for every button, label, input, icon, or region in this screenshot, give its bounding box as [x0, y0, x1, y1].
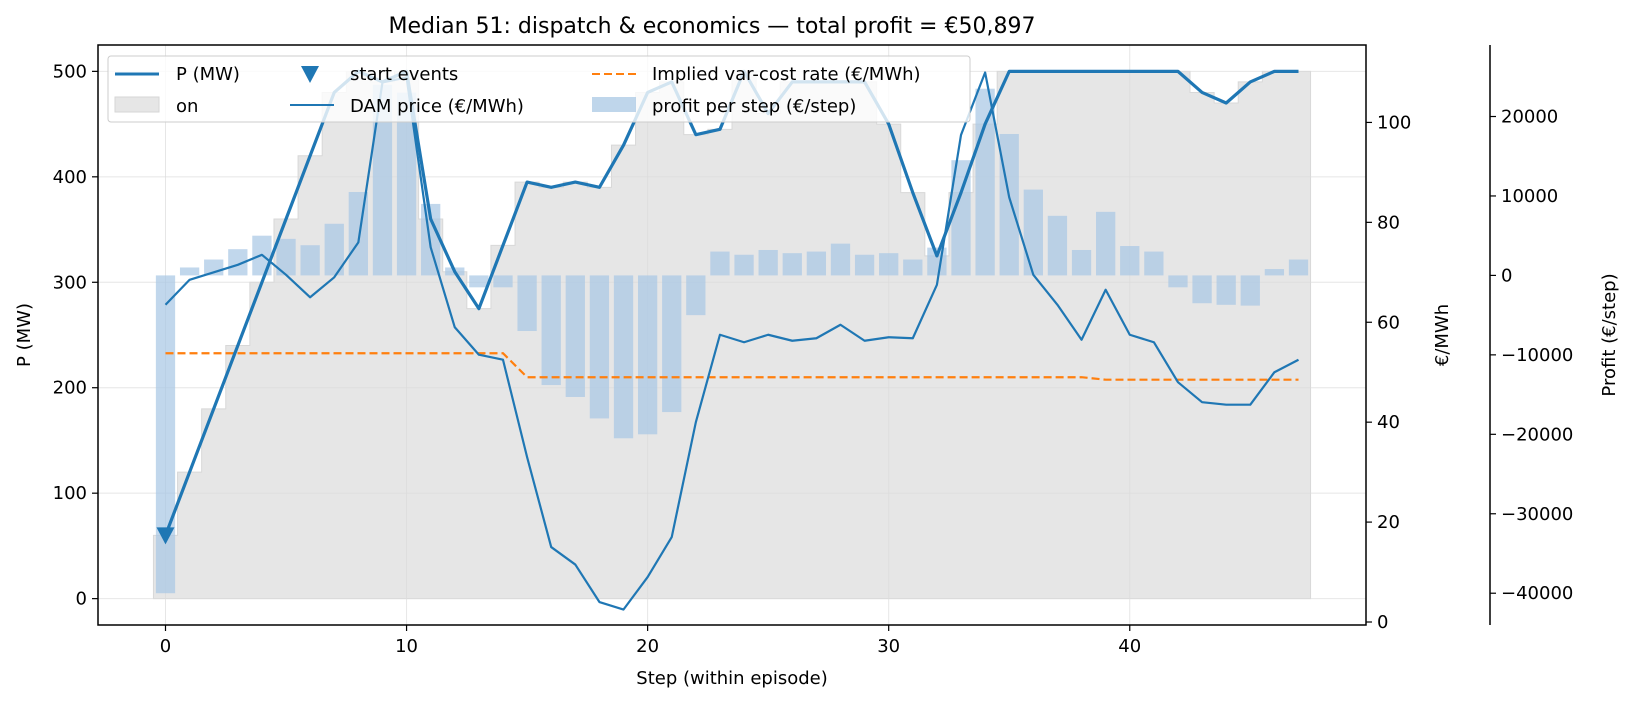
- power-tick-label: 400: [53, 167, 87, 188]
- profit-bar: [155, 275, 176, 594]
- profit-tick-label: −10000: [1501, 345, 1573, 366]
- x-axis-ticks: 0 10 20 30 40: [160, 625, 1141, 657]
- profit-bar: [734, 254, 754, 276]
- profit-bar: [806, 251, 827, 276]
- on-shading: [152, 70, 1312, 600]
- legend-start-swatch: [301, 66, 319, 83]
- dam-price-line: [164, 71, 1300, 611]
- start-event-marker: [156, 527, 175, 545]
- profit-bar: [1047, 215, 1068, 276]
- price-tick-label: 20: [1377, 512, 1400, 533]
- profit-tick-label: −20000: [1501, 424, 1573, 445]
- legend-power-label: P (MW): [176, 64, 240, 85]
- profit-bar: [396, 92, 417, 276]
- profit-bar: [854, 254, 875, 276]
- legend-start-label: start events: [350, 64, 458, 85]
- profit-bar: [1071, 249, 1092, 276]
- profit-bar: [1192, 275, 1212, 304]
- profit-bar: [782, 253, 802, 276]
- profit-bar: [300, 245, 320, 276]
- profit-bar: [637, 275, 658, 435]
- power-axis-ticks: 0 100 200 300 400 500: [53, 61, 98, 610]
- power-tick-label: 100: [53, 483, 87, 504]
- profit-bar: [589, 275, 610, 419]
- profit-bar: [613, 275, 634, 439]
- profit-bar: [686, 275, 706, 316]
- power-axis-label: P (MW): [14, 303, 35, 367]
- price-tick-label: 60: [1377, 312, 1400, 333]
- profit-bar: [758, 249, 778, 276]
- profit-bar: [1023, 189, 1043, 276]
- profit-bar: [493, 275, 513, 288]
- profit-tick-label: −30000: [1501, 504, 1573, 525]
- price-tick-label: 80: [1377, 212, 1400, 233]
- profit-bar: [903, 259, 923, 276]
- power-tick-label: 500: [53, 61, 87, 82]
- price-tick-label: 40: [1377, 412, 1400, 433]
- power-tick-label: 300: [53, 272, 87, 293]
- profit-bar: [1216, 275, 1236, 305]
- price-tick-label: 100: [1377, 112, 1411, 133]
- varcost-line: [165, 352, 1299, 381]
- x-tick-label: 0: [160, 636, 171, 657]
- profit-tick-label: 0: [1501, 265, 1512, 286]
- profit-bar: [276, 238, 296, 276]
- profit-bar: [1120, 246, 1140, 276]
- profit-bar: [517, 275, 537, 332]
- x-tick-label: 10: [395, 636, 418, 657]
- price-axis-label: €/MWh: [1432, 304, 1453, 366]
- profit-bar: [469, 275, 489, 288]
- x-tick-label: 20: [636, 636, 659, 657]
- profit-bar: [179, 267, 200, 276]
- legend: P (MW) on start events DAM price (€/MWh)…: [107, 55, 971, 123]
- profit-bar: [879, 253, 899, 276]
- x-axis-label: Step (within episode): [636, 668, 827, 689]
- price-tick-label: 0: [1377, 612, 1388, 633]
- chart-title: Median 51: dispatch & economics — total …: [389, 14, 1036, 39]
- profit-bar: [1096, 211, 1116, 276]
- profit-bar: [951, 160, 971, 276]
- profit-bar: [975, 88, 995, 276]
- legend-price-label: DAM price (€/MWh): [350, 96, 524, 117]
- profit-bar: [830, 243, 851, 276]
- plot-frame: [97, 44, 1367, 626]
- legend-on-label: on: [176, 96, 198, 117]
- x-tick-label: 40: [1118, 636, 1141, 657]
- on-area: [152, 70, 1312, 600]
- profit-bar: [1288, 259, 1309, 276]
- profit-bar: [999, 133, 1019, 276]
- profit-tick-label: 20000: [1501, 107, 1558, 128]
- start-event-markers: [156, 527, 175, 545]
- profit-bar: [565, 275, 585, 397]
- power-tick-label: 200: [53, 378, 87, 399]
- profit-bar: [372, 84, 393, 276]
- profit-bar: [324, 223, 344, 276]
- x-tick-label: 30: [877, 636, 900, 657]
- profit-bar: [710, 251, 730, 276]
- price-axis-ticks: 0 20 40 60 80 100: [1366, 112, 1411, 633]
- profit-bar: [228, 249, 248, 276]
- profit-bar: [1264, 269, 1285, 276]
- profit-tick-label: −40000: [1501, 583, 1573, 604]
- profit-bar: [1144, 251, 1164, 276]
- profit-axis-label: Profit (€/step): [1599, 273, 1620, 396]
- legend-on-swatch: [114, 96, 160, 113]
- legend-varcost-label: Implied var-cost rate (€/MWh): [652, 64, 921, 85]
- legend-profit-label: profit per step (€/step): [652, 96, 856, 117]
- profit-bar: [1240, 275, 1260, 306]
- legend-profit-swatch: [592, 97, 636, 112]
- profit-tick-label: 10000: [1501, 186, 1558, 207]
- power-tick-label: 0: [76, 589, 87, 610]
- profit-bar: [1168, 275, 1188, 288]
- profit-bar: [541, 275, 561, 386]
- profit-bar: [662, 275, 682, 413]
- profit-axis-ticks: −40000 −30000 −20000 −10000 0 10000 20000: [1490, 107, 1573, 604]
